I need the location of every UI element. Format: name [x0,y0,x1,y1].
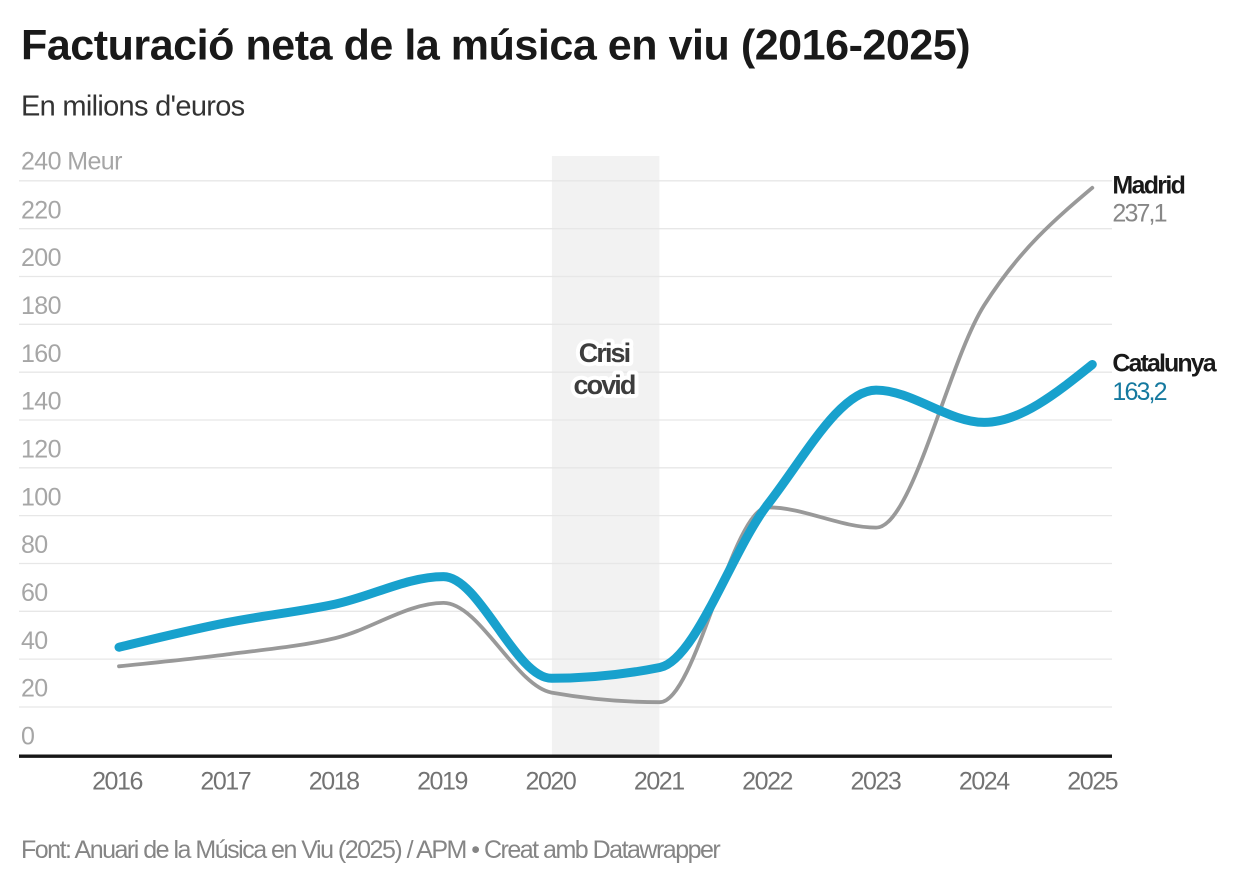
svg-text:2017: 2017 [200,768,250,796]
svg-text:240 Meur: 240 Meur [21,148,122,176]
svg-text:2021: 2021 [634,768,684,796]
svg-text:220: 220 [21,196,61,224]
svg-text:237,1: 237,1 [1112,199,1166,227]
svg-text:Crisi: Crisi [579,338,630,368]
svg-text:2023: 2023 [850,768,900,796]
svg-text:2024: 2024 [959,768,1010,796]
svg-text:Catalunya: Catalunya [1112,350,1217,378]
svg-text:120: 120 [21,436,61,464]
svg-text:Facturació neta de la música e: Facturació neta de la música en viu (201… [21,22,970,70]
svg-text:180: 180 [21,292,61,320]
svg-text:20: 20 [21,675,48,703]
svg-text:100: 100 [21,483,61,511]
svg-text:2022: 2022 [742,768,792,796]
svg-text:163,2: 163,2 [1112,378,1166,406]
svg-text:2025: 2025 [1067,768,1117,796]
svg-text:40: 40 [21,627,48,655]
svg-text:160: 160 [21,340,61,368]
svg-text:covid: covid [573,370,634,400]
svg-text:2019: 2019 [417,768,467,796]
svg-text:Font: Anuari de la Música en V: Font: Anuari de la Música en Viu (2025) … [21,836,720,864]
svg-text:2020: 2020 [525,768,575,796]
svg-text:140: 140 [21,388,61,416]
svg-text:80: 80 [21,531,48,559]
svg-text:En milions d'euros: En milions d'euros [21,91,245,123]
svg-text:60: 60 [21,579,48,607]
svg-text:Madrid: Madrid [1112,172,1184,200]
svg-text:200: 200 [21,244,61,272]
svg-text:0: 0 [21,723,34,751]
svg-text:2016: 2016 [92,768,142,796]
svg-text:2018: 2018 [309,768,359,796]
